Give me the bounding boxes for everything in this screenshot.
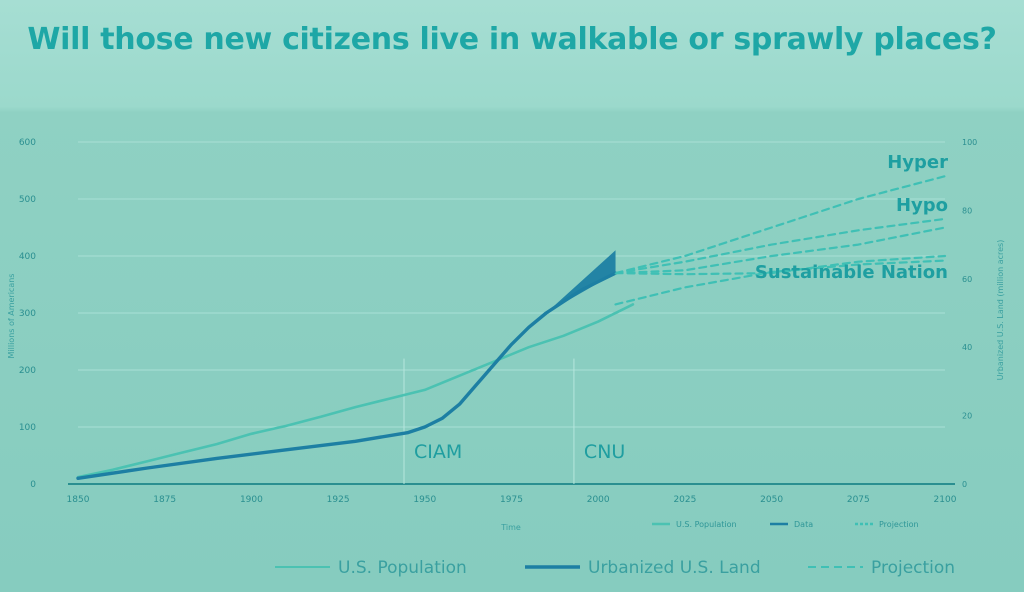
y-tick-label: 400 [19,252,36,262]
legend-bottom-label: Urbanized U.S. Land [588,558,761,578]
x-tick-label: 1900 [240,495,263,505]
x-tick-label: 2075 [847,495,870,505]
slide-title: Will those new citizens live in walkable… [27,22,997,57]
annotation-label: CIAM [414,441,462,463]
legend-bottom-label: U.S. Population [338,558,467,578]
data-wedge [546,250,616,313]
series-lines [76,175,947,480]
x-tick-label: 2100 [934,495,957,505]
axis-labels: Time Millions of Americans Urbanized U.S. … [7,240,1005,532]
series-line [614,175,947,275]
y2-tick-label: 60 [962,275,972,284]
legend-small-label: U.S. Population [676,520,737,529]
legend-small-label: Data [794,520,813,529]
grid-lines [78,141,945,428]
annotation-label: CNU [584,441,625,463]
x-tick-label: 1925 [327,495,350,505]
y2-tick-label: 100 [962,138,977,147]
legend-small: U.S. Population Data Projection [652,520,919,529]
y-tick-label: 100 [19,423,36,433]
x-tick-label: 1875 [153,495,176,505]
x-tick-label: 1850 [67,495,90,505]
series-labels: Hyper Hypo Sustainable Nation [755,152,948,283]
tick-labels: 1850 1875 1900 1925 1950 1975 2000 2025 2050 2075… [19,138,977,505]
series-line [76,303,635,479]
y2-tick-label: 0 [962,480,967,489]
y2-axis-label: Urbanized U.S. Land (million acres) [996,240,1005,381]
y2-tick-label: 20 [962,412,972,421]
y2-tick-label: 80 [962,206,972,215]
y-tick-label: 200 [19,366,36,376]
y-tick-label: 0 [30,480,36,490]
y2-tick-label: 40 [962,343,972,352]
x-tick-label: 1975 [500,495,523,505]
legend-bottom: U.S. Population Urbanized U.S. Land Projec… [275,558,955,578]
legend-bottom-label: Projection [871,558,955,578]
legend-small-label: Projection [879,520,919,529]
x-tick-label: 2050 [760,495,783,505]
y-tick-label: 500 [19,195,36,205]
series-line [76,271,618,480]
scenario-label: Sustainable Nation [755,262,948,283]
x-tick-label: 1950 [413,495,436,505]
y-axis-label: Millions of Americans [7,274,16,359]
series-line [614,217,947,275]
scenario-label: Hyper [887,152,948,173]
y-tick-label: 600 [19,138,36,148]
annotations: CIAM CNU [403,358,625,484]
x-axis-label: Time [500,523,521,532]
scenario-label: Hypo [896,195,948,216]
x-tick-label: 2000 [587,495,610,505]
series-line [614,226,947,275]
series-line [614,259,947,306]
y-tick-label: 300 [19,309,36,319]
x-tick-label: 2025 [673,495,696,505]
